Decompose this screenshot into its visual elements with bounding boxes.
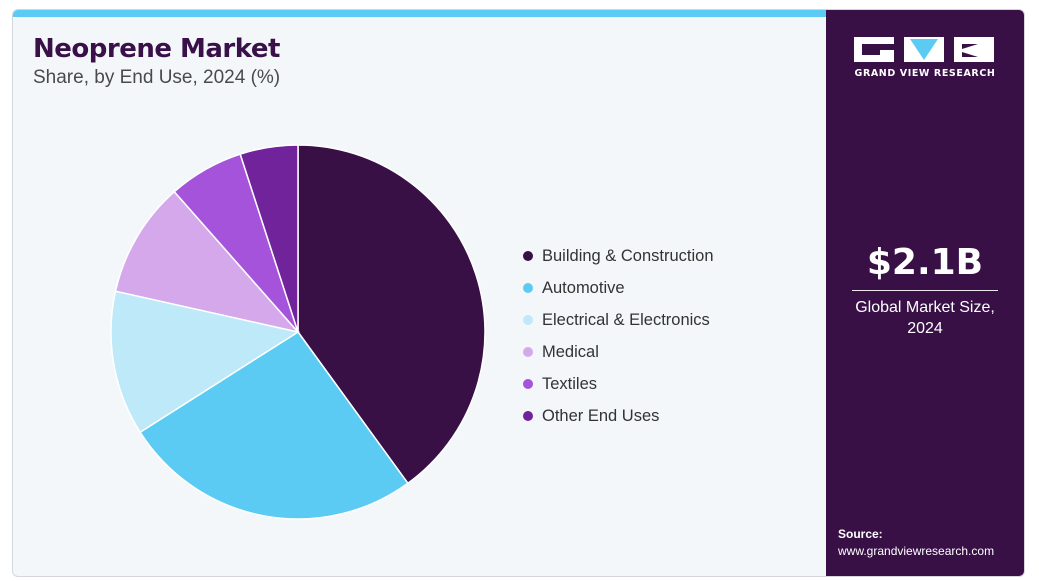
legend-label: Building & Construction (542, 246, 714, 265)
legend-label: Textiles (542, 374, 598, 393)
legend-swatch (523, 251, 533, 261)
source-label: Source: (838, 527, 883, 541)
legend-item: Other End Uses (523, 400, 714, 432)
pie-slice-electrical-electronics (110, 290, 300, 434)
grand-view-research-logo-icon (854, 37, 994, 62)
legend-item: Electrical & Electronics (523, 304, 714, 336)
legend-item: Automotive (523, 272, 714, 304)
market-size-value: $2.1B (866, 242, 984, 283)
accent-bar (13, 10, 826, 17)
legend-label: Electrical & Electronics (542, 310, 710, 329)
chart-card: Neoprene Market Share, by End Use, 2024 … (12, 9, 1025, 577)
chart-legend: Building & Construction Automotive Electri… (523, 240, 714, 432)
legend-label: Other End Uses (542, 406, 660, 425)
legend-label: Medical (542, 342, 599, 361)
side-panel: GRAND VIEW RESEARCH $2.1B Global Market … (826, 10, 1024, 576)
pie-slice-other-end-uses (239, 144, 299, 333)
pie-slice-medical (114, 190, 301, 334)
legend-swatch (523, 315, 533, 325)
source-link[interactable]: www.grandviewresearch.com (838, 544, 995, 558)
brand-name: GRAND VIEW RESEARCH (854, 68, 996, 79)
pie-chart (110, 144, 486, 520)
legend-swatch (523, 411, 533, 421)
legend-swatch (523, 347, 533, 357)
legend-item: Building & Construction (523, 240, 714, 272)
legend-item: Medical (523, 336, 714, 368)
legend-swatch (523, 379, 533, 389)
pie-slice-building-construction (297, 144, 486, 485)
chart-subtitle: Share, by End Use, 2024 (%) (33, 67, 281, 88)
legend-item: Textiles (523, 368, 714, 400)
pie-slice-automotive (139, 330, 409, 520)
market-size-caption: Global Market Size, 2024 (855, 299, 995, 337)
legend-label: Automotive (542, 278, 625, 297)
legend-swatch (523, 283, 533, 293)
chart-title: Neoprene Market (33, 34, 280, 64)
divider (852, 290, 998, 291)
